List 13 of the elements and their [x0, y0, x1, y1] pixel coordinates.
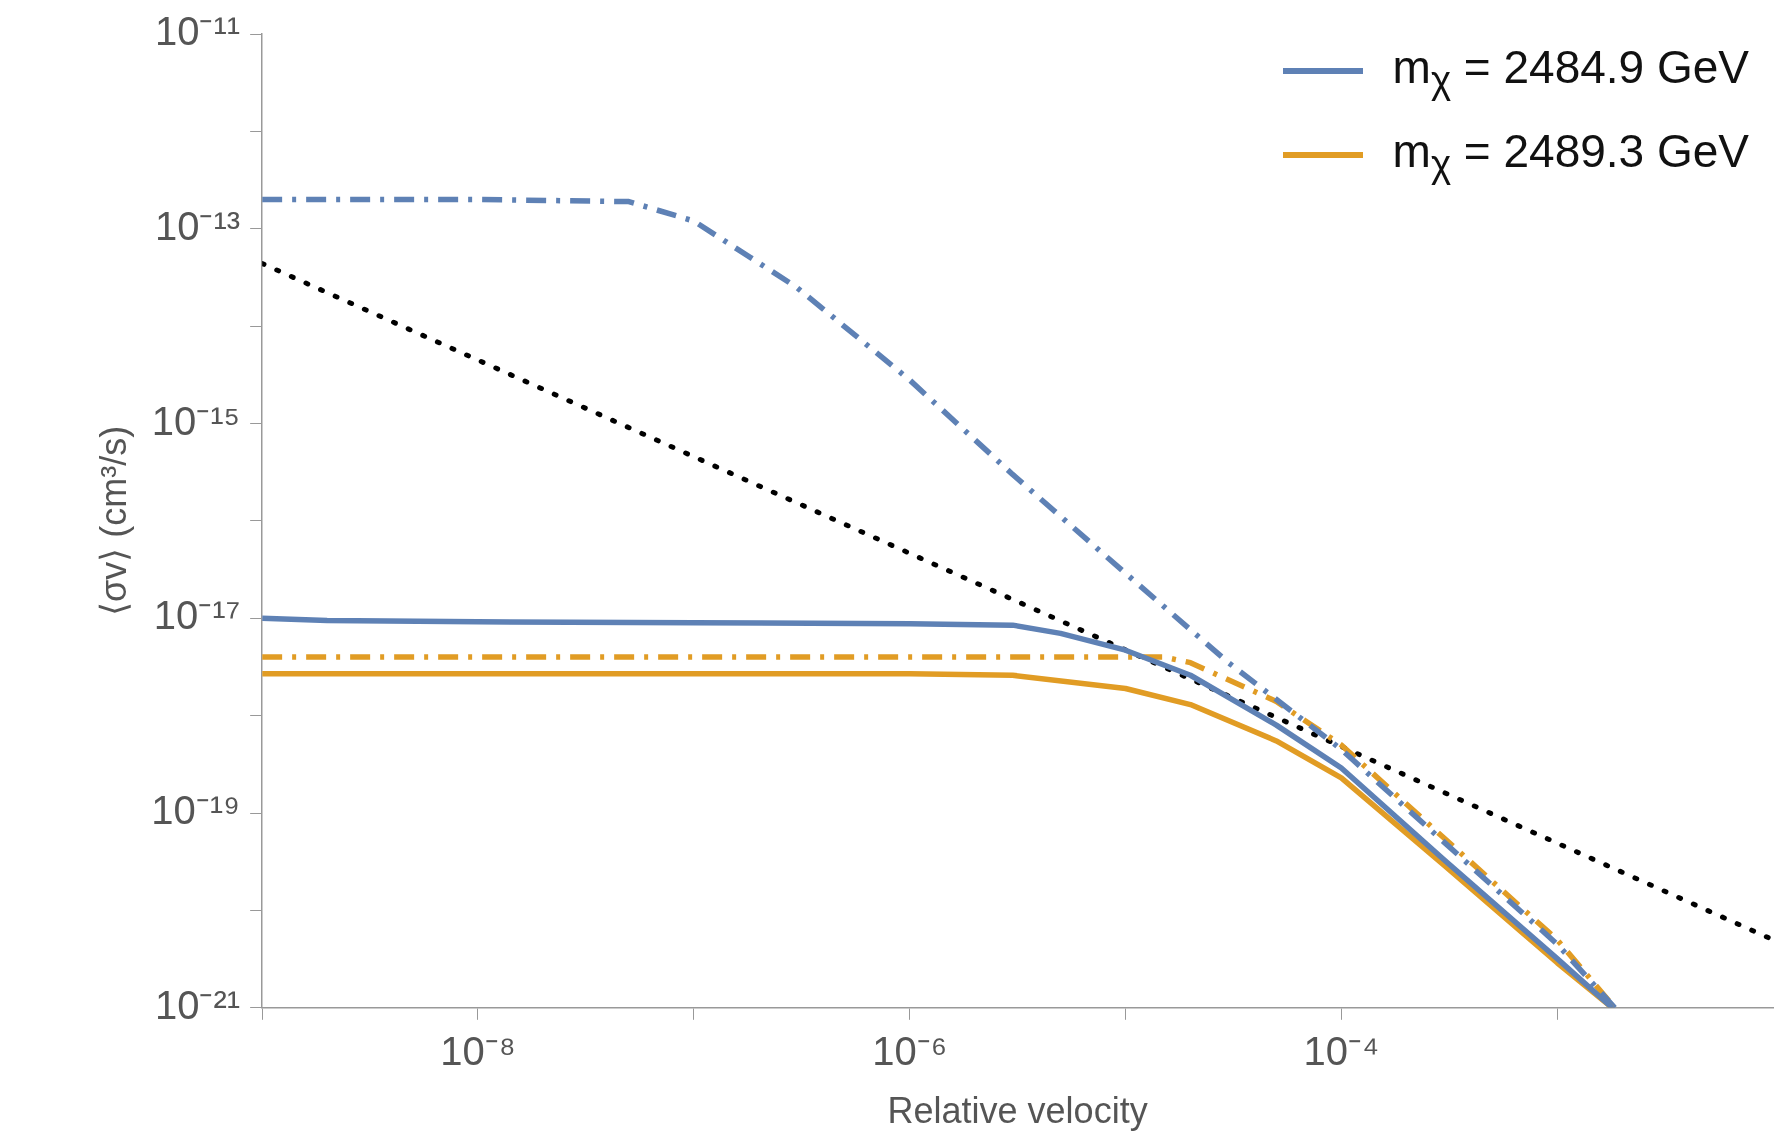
y-axis-title: ⟨σv⟩ (cm³/s) [92, 425, 134, 616]
legend-label: m$_{χ}$ = 2489.3 GeV [1392, 124, 1749, 187]
y-tick-label: 10⁻¹⁷ [153, 593, 241, 638]
x-tick-label: 10⁻⁶ [872, 1028, 948, 1073]
y-tick-label: 10⁻¹¹ [155, 9, 241, 54]
x-axis-title: Relative velocity [887, 1090, 1148, 1132]
x-tick-label: 10⁻⁴ [1303, 1028, 1380, 1073]
y-tick-label: 10⁻¹⁹ [151, 788, 241, 833]
y-tick-label: 10⁻¹³ [155, 203, 241, 248]
legend-label: m$_{χ}$ = 2484.9 GeV [1392, 40, 1749, 103]
y-tick-label: 10⁻²¹ [155, 982, 241, 1027]
x-tick-label: 10⁻⁸ [440, 1028, 516, 1073]
y-tick-label: 10⁻¹⁵ [151, 398, 241, 443]
